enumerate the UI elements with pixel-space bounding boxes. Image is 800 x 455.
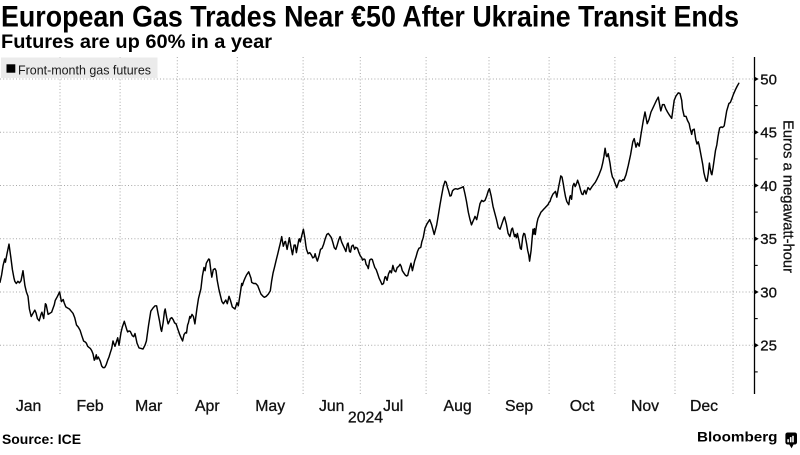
svg-text:30: 30: [760, 284, 777, 301]
svg-text:Aug: Aug: [444, 398, 472, 415]
svg-text:Front-month gas futures: Front-month gas futures: [18, 62, 151, 77]
svg-text:Bloomberg: Bloomberg: [697, 430, 778, 445]
svg-text:Mar: Mar: [135, 398, 162, 415]
svg-text:Futures are up 60% in a year: Futures are up 60% in a year: [1, 32, 273, 53]
svg-text:Source: ICE: Source: ICE: [2, 432, 81, 447]
svg-text:Sep: Sep: [505, 398, 533, 415]
svg-text:Jul: Jul: [383, 398, 403, 415]
svg-text:Oct: Oct: [570, 398, 595, 415]
svg-text:European Gas Trades Near €50 A: European Gas Trades Near €50 After Ukrai…: [1, 0, 739, 33]
svg-text:35: 35: [760, 231, 777, 248]
svg-text:45: 45: [760, 125, 777, 142]
svg-text:Apr: Apr: [195, 398, 220, 415]
svg-text:2024: 2024: [348, 409, 383, 426]
svg-text:40: 40: [760, 178, 777, 195]
svg-text:Euros a megawatt-hour: Euros a megawatt-hour: [780, 120, 796, 273]
svg-text:Jun: Jun: [319, 398, 344, 415]
svg-text:25: 25: [760, 338, 777, 355]
svg-text:50: 50: [760, 71, 777, 88]
svg-text:Jan: Jan: [16, 398, 41, 415]
svg-text:Feb: Feb: [76, 398, 103, 415]
svg-text:Nov: Nov: [631, 398, 659, 415]
svg-text:Dec: Dec: [690, 398, 718, 415]
svg-text:May: May: [255, 398, 285, 415]
